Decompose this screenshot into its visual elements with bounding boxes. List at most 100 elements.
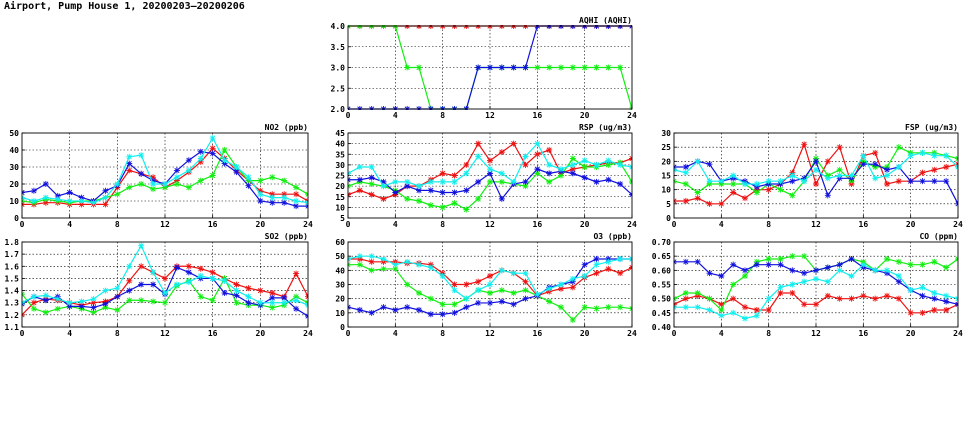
data-point-green [546,298,553,305]
data-point-green [54,305,61,312]
data-point-green [617,64,624,71]
data-point-red [293,270,300,277]
data-point-red [463,281,470,288]
x-tick-label: 20 [580,111,590,120]
y-tick-label: 40 [335,140,345,149]
data-point-green [257,177,264,184]
data-point-red [126,167,133,174]
data-point-red [569,284,576,291]
data-point-cyan [162,181,168,187]
data-point-green [463,206,470,213]
data-point-green [404,195,411,202]
data-point-red [895,295,902,302]
data-point-blue [439,189,446,196]
data-point-blue [931,295,938,302]
data-point-green [356,261,363,268]
y-tick-label: 50 [335,252,345,261]
data-point-cyan [777,284,784,291]
x-tick-label: 12 [160,329,170,338]
data-point-red [884,292,890,299]
data-point-blue [54,192,61,199]
data-point-blue [209,150,216,157]
data-point-cyan [872,175,879,182]
data-point-green [895,144,902,151]
x-tick-label: 0 [672,329,677,338]
series-group [674,141,958,207]
data-point-red [209,269,216,276]
series-group [348,253,632,323]
data-point-green [605,161,612,168]
data-point-red [824,292,831,299]
data-point-green [42,309,49,316]
data-point-cyan [138,152,145,159]
data-point-green [368,181,375,187]
data-point-cyan [558,281,564,288]
data-point-red [753,307,760,313]
data-point-cyan [150,269,157,276]
chart-title: FSP (ug/m3) [905,123,958,132]
y-tick-label: 15 [661,172,671,181]
x-tick-label: 0 [346,329,351,338]
data-point-red [617,270,624,277]
data-point-blue [78,303,85,310]
data-point-cyan [730,172,737,179]
data-point-cyan [546,161,553,168]
data-point-green [427,202,434,209]
data-point-green [765,256,772,262]
data-point-red [522,161,529,168]
y-tick-label: 15 [335,193,345,202]
data-point-green [534,170,541,177]
data-point-cyan [281,299,288,306]
data-point-green [197,293,204,300]
data-point-green [534,64,541,71]
x-tick-label: 12 [160,220,170,229]
data-point-blue [581,174,588,181]
data-point-red [162,275,168,282]
x-tick-label: 24 [627,329,637,338]
data-point-blue [173,264,180,271]
data-point-blue [884,166,890,173]
chart-o3: O3 (ppb) 0 4 8 12 16 20 24 0 10 20 30 40 50 60 [335,232,637,338]
data-point-blue [185,157,192,164]
data-point-cyan [753,181,760,187]
data-point-red [931,166,938,173]
data-point-green [593,305,600,312]
data-point-blue [427,311,434,318]
data-point-blue [475,178,482,185]
data-point-cyan [416,183,422,190]
data-point-blue [581,261,588,268]
data-point-cyan [114,285,121,292]
data-point-cyan [427,178,434,185]
data-point-red [872,295,879,302]
data-point-blue [475,299,482,306]
data-point-red [860,292,867,299]
data-point-cyan [765,178,772,185]
data-point-cyan [293,297,300,304]
data-point-cyan [257,299,264,306]
data-point-blue [706,270,713,277]
y-tick-label: 0.60 [652,266,671,275]
data-point-blue [66,303,73,310]
data-point-cyan [356,164,363,170]
data-point-red [593,270,600,277]
data-point-red [813,301,819,308]
data-point-cyan [848,273,855,279]
data-point-cyan [269,194,276,201]
data-point-green [730,181,737,187]
data-point-green [233,299,240,306]
data-point-blue [451,189,458,196]
data-point-green [404,281,411,288]
y-tick-label: 25 [661,143,671,152]
data-point-blue [269,294,276,301]
data-point-green [197,177,204,184]
data-point-cyan [742,181,748,187]
data-point-green [907,261,914,268]
data-point-cyan [605,258,612,265]
data-point-red [718,200,725,207]
data-point-cyan [569,161,576,168]
data-point-green [114,307,121,313]
data-point-blue [293,203,300,210]
data-point-red [233,281,240,288]
data-point-green [605,64,612,71]
data-point-red [269,191,276,198]
